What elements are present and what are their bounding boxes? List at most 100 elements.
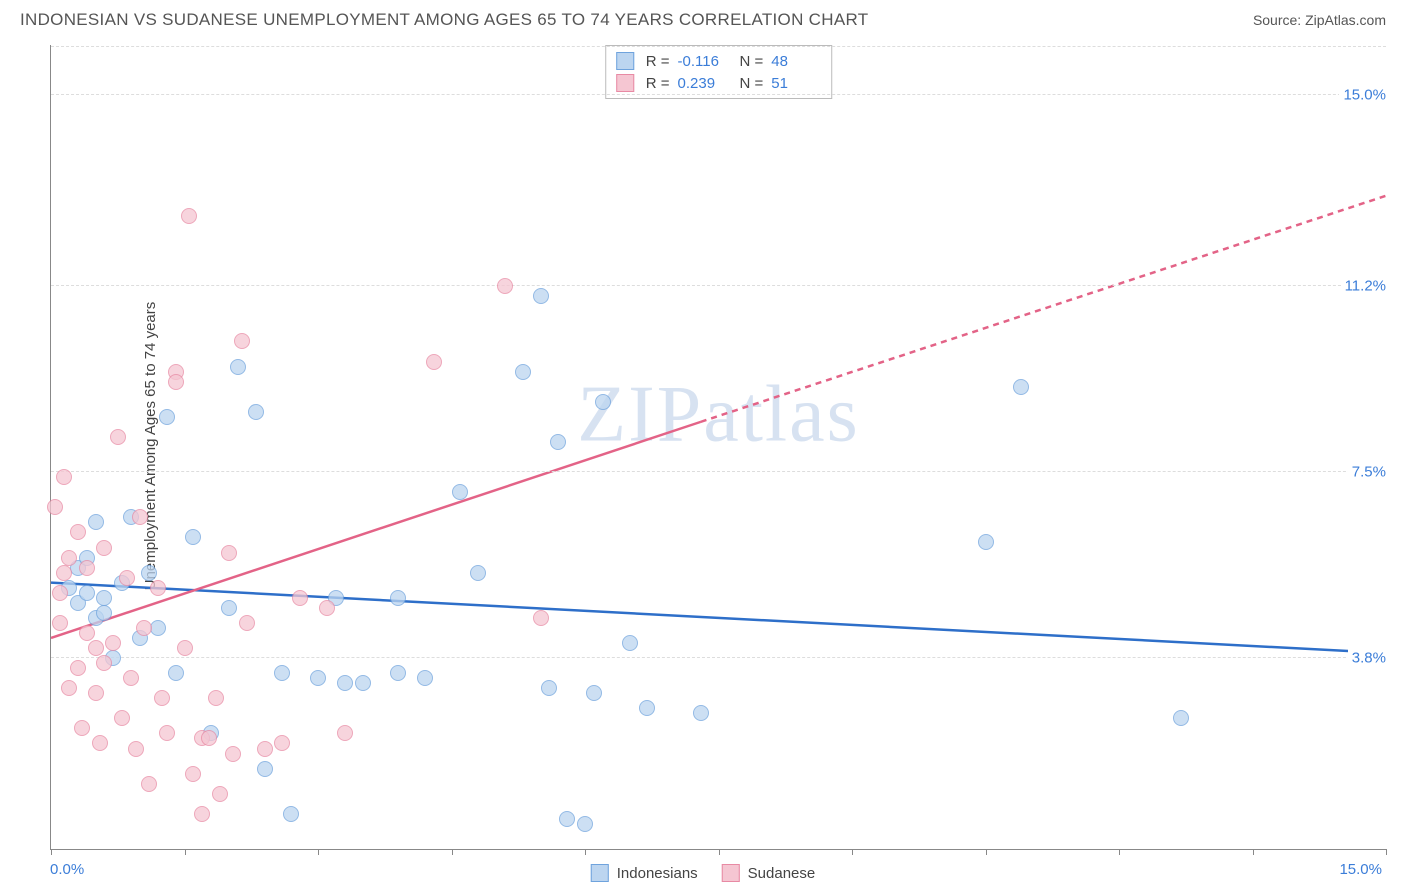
scatter-point-sudanese [154, 690, 170, 706]
x-tick [1386, 849, 1387, 855]
trendlines-svg [51, 45, 1386, 849]
scatter-point-indonesians [96, 590, 112, 606]
r-value-indonesians: -0.116 [678, 53, 728, 70]
stats-box: R = -0.116 N = 48 R = 0.239 N = 51 [605, 45, 833, 99]
scatter-point-sudanese [47, 499, 63, 515]
scatter-point-indonesians [96, 605, 112, 621]
x-tick [986, 849, 987, 855]
scatter-point-sudanese [105, 635, 121, 651]
watermark-text: ZIPatlas [577, 369, 860, 460]
scatter-point-indonesians [577, 816, 593, 832]
n-label: N = [740, 75, 764, 92]
scatter-point-sudanese [426, 354, 442, 370]
scatter-point-indonesians [221, 600, 237, 616]
gridline [51, 471, 1386, 472]
x-tick [1119, 849, 1120, 855]
scatter-point-sudanese [185, 766, 201, 782]
scatter-point-sudanese [150, 580, 166, 596]
chart-header: INDONESIAN VS SUDANESE UNEMPLOYMENT AMON… [0, 0, 1406, 38]
scatter-point-sudanese [92, 735, 108, 751]
scatter-point-sudanese [159, 725, 175, 741]
scatter-point-indonesians [550, 434, 566, 450]
scatter-point-sudanese [61, 680, 77, 696]
scatter-point-sudanese [52, 615, 68, 631]
scatter-point-indonesians [470, 565, 486, 581]
scatter-point-sudanese [119, 570, 135, 586]
scatter-point-indonesians [586, 685, 602, 701]
scatter-chart: ZIPatlas R = -0.116 N = 48 R = 0.239 N =… [50, 45, 1386, 850]
scatter-point-sudanese [61, 550, 77, 566]
scatter-point-sudanese [177, 640, 193, 656]
stats-row-indonesians: R = -0.116 N = 48 [616, 50, 822, 72]
scatter-point-sudanese [212, 786, 228, 802]
scatter-point-sudanese [132, 509, 148, 525]
scatter-point-sudanese [239, 615, 255, 631]
scatter-point-sudanese [79, 625, 95, 641]
scatter-point-indonesians [417, 670, 433, 686]
scatter-point-indonesians [693, 705, 709, 721]
scatter-point-indonesians [515, 364, 531, 380]
scatter-point-sudanese [96, 540, 112, 556]
legend-swatch-indonesians [591, 864, 609, 882]
scatter-point-sudanese [52, 585, 68, 601]
y-tick-label: 3.8% [1348, 650, 1390, 667]
scatter-point-sudanese [201, 730, 217, 746]
scatter-point-indonesians [559, 811, 575, 827]
y-tick-label: 11.2% [1341, 278, 1390, 295]
n-value-indonesians: 48 [771, 53, 821, 70]
scatter-point-sudanese [70, 660, 86, 676]
scatter-point-indonesians [185, 529, 201, 545]
x-tick [51, 849, 52, 855]
legend-label-sudanese: Sudanese [748, 865, 816, 882]
scatter-point-sudanese [225, 746, 241, 762]
scatter-point-sudanese [123, 670, 139, 686]
gridline [51, 46, 1386, 47]
scatter-point-sudanese [181, 208, 197, 224]
scatter-point-indonesians [274, 665, 290, 681]
scatter-point-sudanese [70, 524, 86, 540]
scatter-point-sudanese [56, 565, 72, 581]
scatter-point-sudanese [234, 333, 250, 349]
scatter-point-sudanese [74, 720, 90, 736]
scatter-point-indonesians [978, 534, 994, 550]
scatter-point-sudanese [221, 545, 237, 561]
scatter-point-sudanese [88, 685, 104, 701]
scatter-point-sudanese [168, 374, 184, 390]
scatter-point-indonesians [390, 665, 406, 681]
scatter-point-indonesians [79, 585, 95, 601]
x-tick [452, 849, 453, 855]
gridline [51, 285, 1386, 286]
scatter-point-indonesians [595, 394, 611, 410]
gridline [51, 94, 1386, 95]
scatter-point-sudanese [274, 735, 290, 751]
r-value-sudanese: 0.239 [678, 75, 728, 92]
scatter-point-sudanese [96, 655, 112, 671]
scatter-point-indonesians [355, 675, 371, 691]
x-tick [318, 849, 319, 855]
scatter-point-indonesians [337, 675, 353, 691]
scatter-point-sudanese [88, 640, 104, 656]
scatter-point-sudanese [292, 590, 308, 606]
legend-item-indonesians: Indonesians [591, 864, 698, 882]
scatter-point-indonesians [1173, 710, 1189, 726]
scatter-point-sudanese [141, 776, 157, 792]
scatter-point-sudanese [208, 690, 224, 706]
chart-title: INDONESIAN VS SUDANESE UNEMPLOYMENT AMON… [20, 10, 868, 30]
scatter-point-indonesians [159, 409, 175, 425]
stats-row-sudanese: R = 0.239 N = 51 [616, 72, 822, 94]
swatch-sudanese [616, 74, 634, 92]
scatter-point-sudanese [337, 725, 353, 741]
y-tick-label: 7.5% [1348, 464, 1390, 481]
scatter-point-sudanese [319, 600, 335, 616]
x-tick [185, 849, 186, 855]
legend-swatch-sudanese [722, 864, 740, 882]
scatter-point-indonesians [248, 404, 264, 420]
x-axis-max-label: 15.0% [1339, 861, 1382, 878]
scatter-point-indonesians [283, 806, 299, 822]
n-label: N = [740, 53, 764, 70]
legend-item-sudanese: Sudanese [722, 864, 816, 882]
scatter-point-indonesians [639, 700, 655, 716]
scatter-point-indonesians [88, 514, 104, 530]
scatter-point-indonesians [1013, 379, 1029, 395]
scatter-point-sudanese [128, 741, 144, 757]
